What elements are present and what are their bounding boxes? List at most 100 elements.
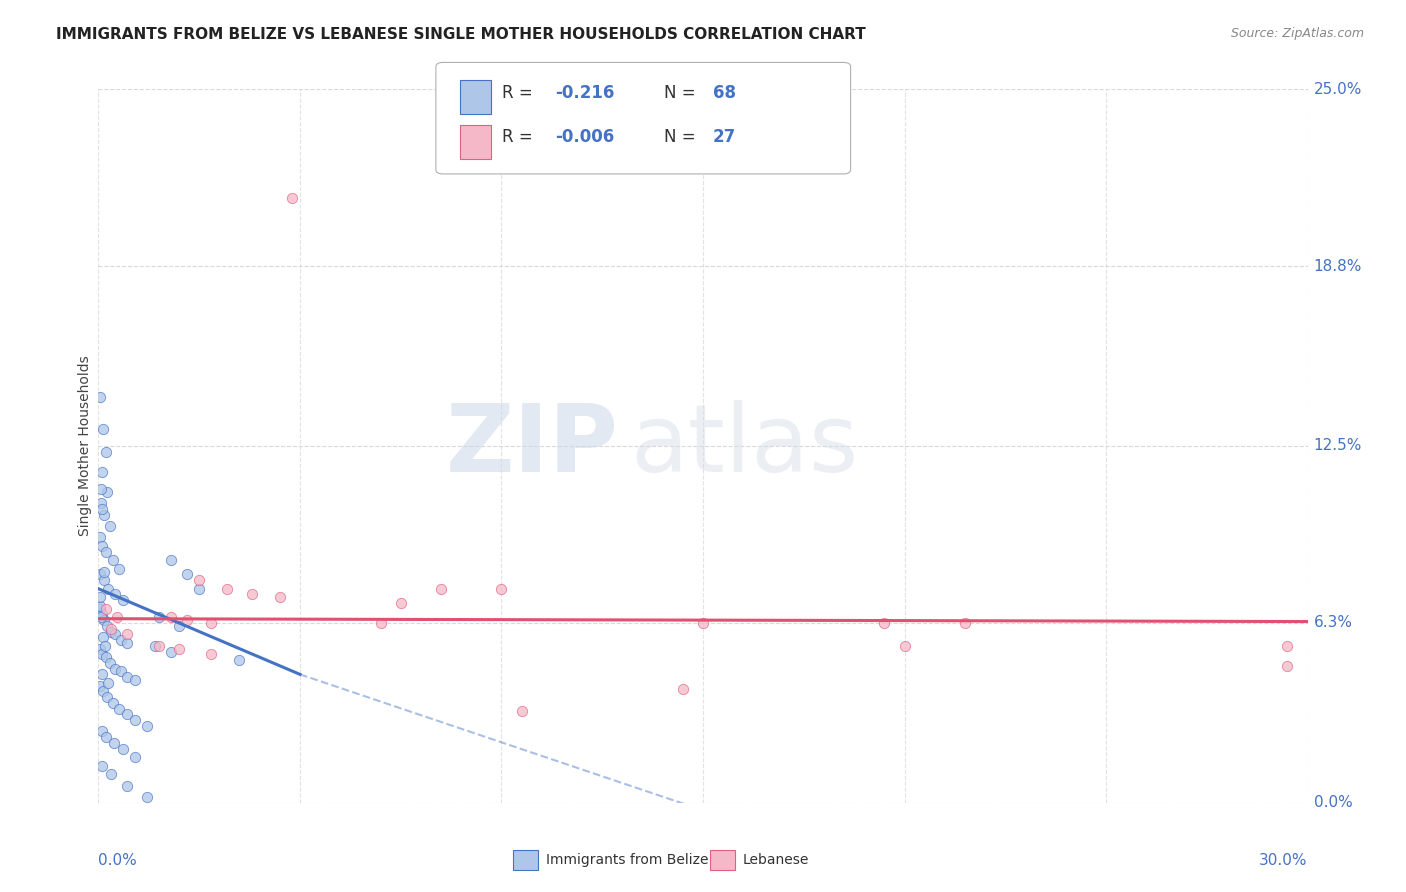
- Point: [188, 582, 211, 596]
- Point: [96, 730, 118, 744]
- Point: [510, 705, 533, 719]
- Point: [160, 553, 183, 567]
- Point: [93, 508, 115, 522]
- Text: N =: N =: [664, 84, 700, 102]
- Point: [90, 496, 112, 510]
- Text: 27: 27: [713, 128, 737, 146]
- Text: atlas: atlas: [630, 400, 859, 492]
- Point: [200, 615, 222, 630]
- Point: [89, 530, 111, 544]
- Point: [200, 648, 222, 662]
- Point: [893, 639, 915, 653]
- Point: [96, 690, 118, 705]
- Point: [97, 676, 120, 690]
- Point: [167, 641, 190, 656]
- Point: [91, 648, 114, 662]
- Text: IMMIGRANTS FROM BELIZE VS LEBANESE SINGLE MOTHER HOUSEHOLDS CORRELATION CHART: IMMIGRANTS FROM BELIZE VS LEBANESE SINGL…: [56, 27, 866, 42]
- Point: [1277, 658, 1299, 673]
- Text: 25.0%: 25.0%: [1313, 82, 1362, 96]
- Point: [96, 601, 118, 615]
- Point: [148, 610, 170, 624]
- Point: [100, 767, 122, 781]
- Point: [135, 719, 157, 733]
- Point: [389, 596, 412, 610]
- Point: [115, 627, 138, 641]
- Point: [96, 619, 118, 633]
- Point: [124, 713, 146, 727]
- Text: 0.0%: 0.0%: [1313, 796, 1353, 810]
- Point: [110, 665, 132, 679]
- Text: Source: ZipAtlas.com: Source: ZipAtlas.com: [1230, 27, 1364, 40]
- Point: [96, 484, 118, 499]
- Point: [93, 613, 115, 627]
- Point: [90, 724, 112, 739]
- Point: [692, 615, 714, 630]
- Point: [93, 565, 115, 579]
- Text: 68: 68: [713, 84, 735, 102]
- Point: [94, 639, 117, 653]
- Point: [98, 519, 121, 533]
- Point: [103, 662, 125, 676]
- Point: [148, 639, 170, 653]
- Point: [96, 544, 118, 558]
- Point: [124, 750, 146, 764]
- Point: [491, 582, 513, 596]
- Point: [89, 679, 111, 693]
- Point: [176, 613, 198, 627]
- Point: [103, 587, 125, 601]
- Point: [104, 627, 127, 641]
- Point: [101, 553, 124, 567]
- Point: [94, 444, 117, 458]
- Point: [97, 582, 120, 596]
- Point: [269, 591, 291, 605]
- Point: [91, 501, 114, 516]
- Point: [98, 656, 121, 670]
- Point: [93, 573, 115, 587]
- Point: [89, 599, 111, 613]
- Point: [91, 422, 114, 436]
- Point: [103, 736, 125, 750]
- Point: [111, 593, 134, 607]
- Point: [115, 670, 138, 684]
- Text: 18.8%: 18.8%: [1313, 259, 1362, 274]
- Point: [160, 644, 183, 658]
- Point: [281, 191, 304, 205]
- Point: [240, 587, 263, 601]
- Text: R =: R =: [502, 84, 538, 102]
- Point: [115, 707, 138, 722]
- Text: Lebanese: Lebanese: [742, 853, 808, 867]
- Point: [143, 639, 166, 653]
- Point: [953, 615, 976, 630]
- Point: [124, 673, 146, 687]
- Point: [167, 619, 190, 633]
- Point: [217, 582, 239, 596]
- Point: [1277, 639, 1299, 653]
- Point: [89, 567, 111, 582]
- Text: -0.006: -0.006: [555, 128, 614, 146]
- Point: [94, 650, 117, 665]
- Text: 12.5%: 12.5%: [1313, 439, 1362, 453]
- Point: [91, 630, 114, 644]
- Point: [176, 567, 198, 582]
- Text: N =: N =: [664, 128, 700, 146]
- Point: [100, 624, 122, 639]
- Text: 0.0%: 0.0%: [98, 853, 138, 868]
- Point: [91, 758, 114, 772]
- Point: [873, 615, 896, 630]
- Point: [89, 601, 111, 615]
- Text: R =: R =: [502, 128, 538, 146]
- Point: [430, 582, 453, 596]
- Point: [115, 779, 138, 793]
- Point: [89, 391, 111, 405]
- Point: [90, 465, 112, 479]
- Point: [110, 633, 132, 648]
- Point: [90, 610, 112, 624]
- Point: [135, 790, 157, 805]
- Point: [90, 482, 112, 496]
- Point: [107, 562, 129, 576]
- Point: [111, 741, 134, 756]
- Point: [160, 610, 183, 624]
- Point: [101, 696, 124, 710]
- Point: [90, 607, 112, 622]
- Point: [672, 681, 695, 696]
